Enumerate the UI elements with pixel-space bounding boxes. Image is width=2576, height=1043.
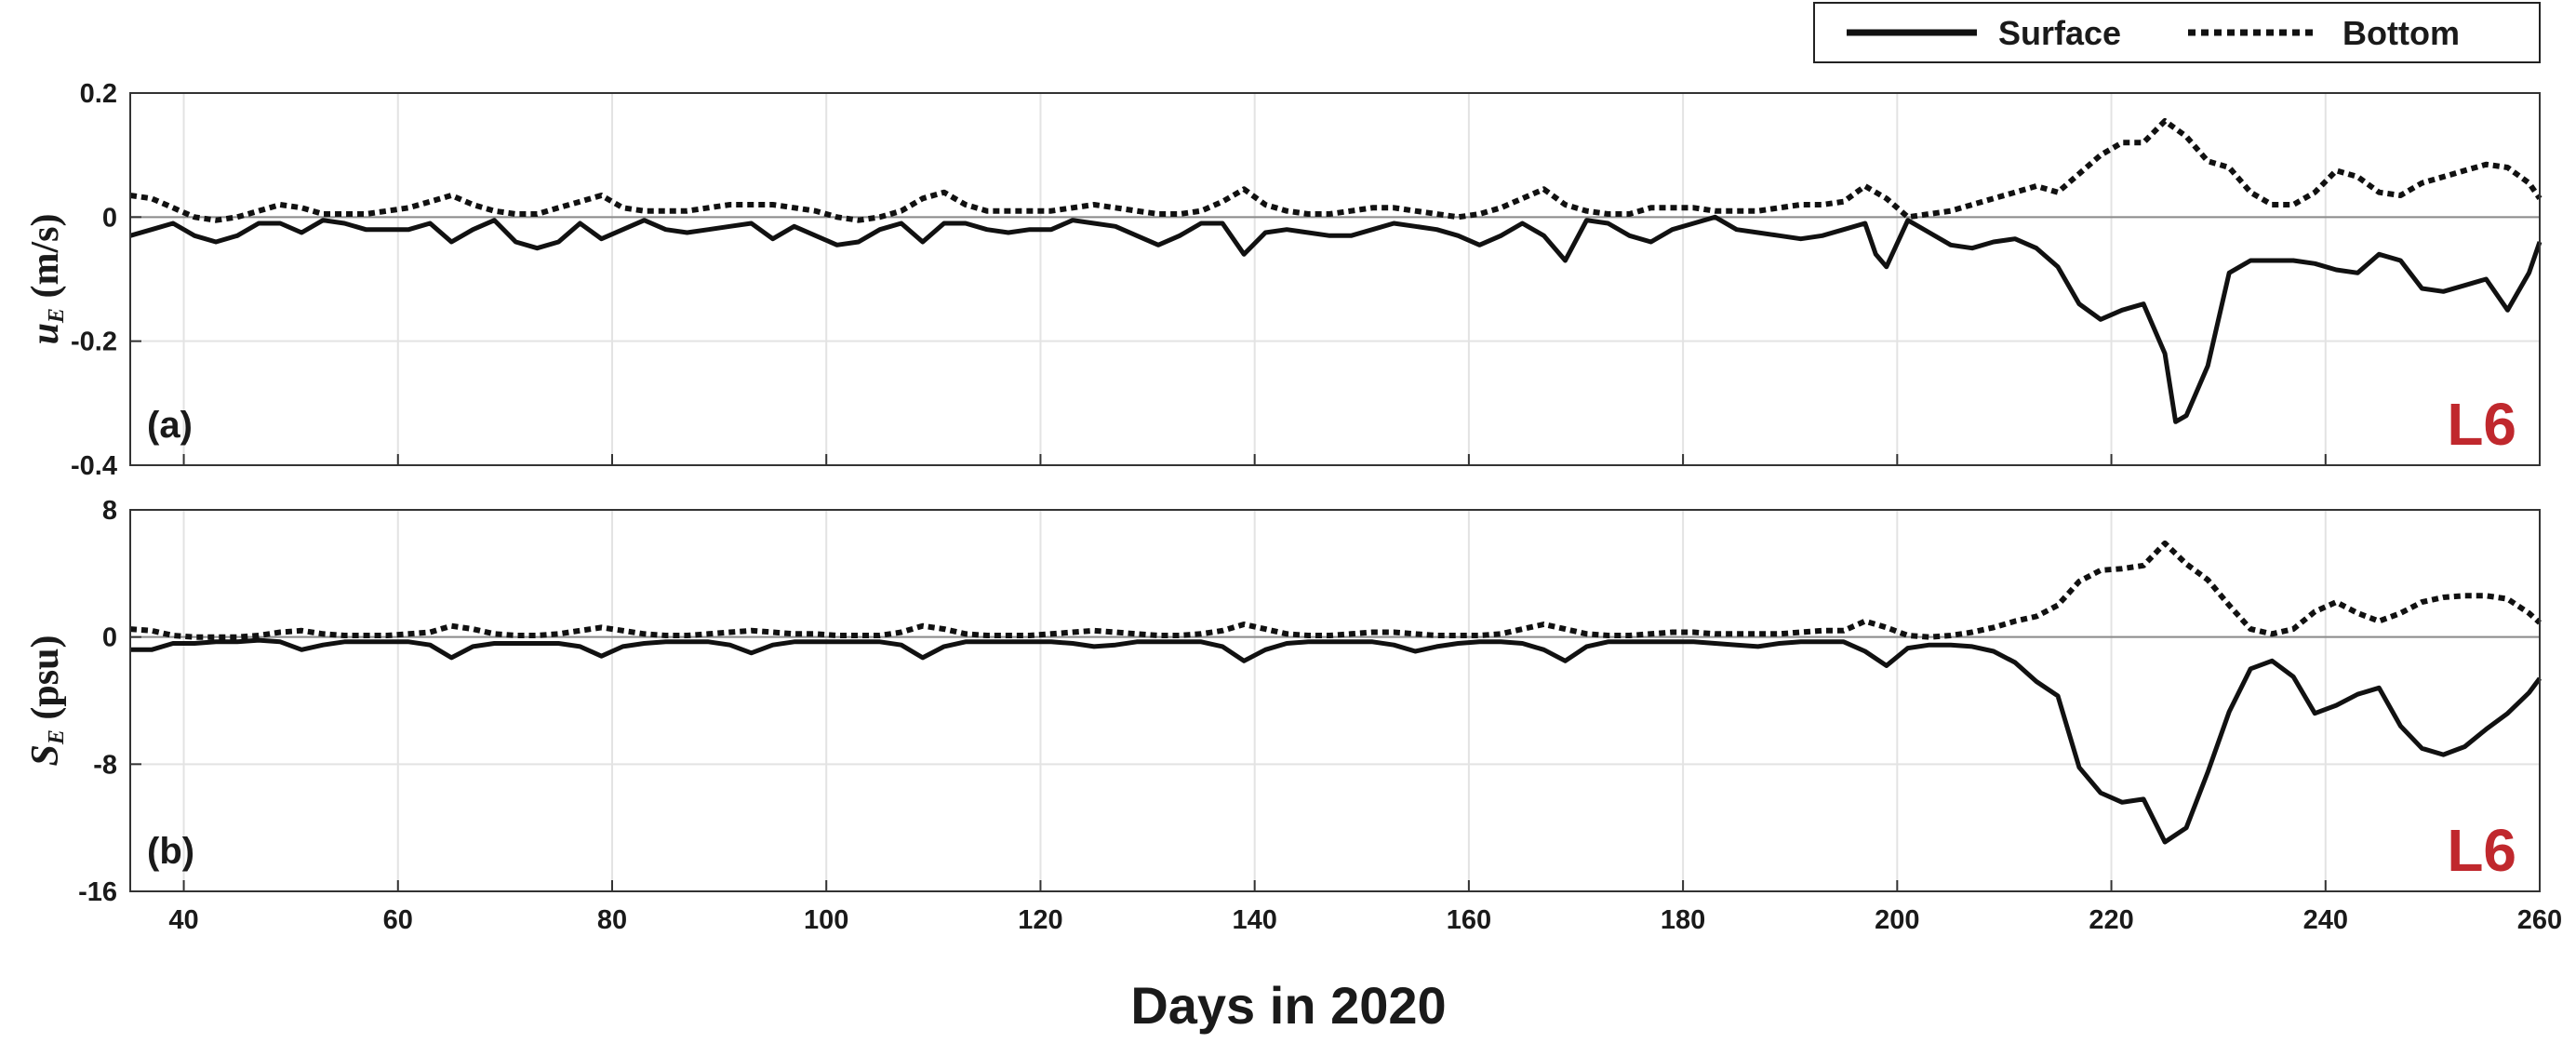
panel-b-xtick-label: 40 <box>168 905 198 935</box>
panel-b-xtick-label: 260 <box>2517 905 2562 935</box>
panel-b-station-label: L6 <box>2447 817 2516 884</box>
panel-a-station-label: L6 <box>2447 391 2516 458</box>
panel-b-xtick-label: 60 <box>383 905 413 935</box>
panel-b-frame <box>129 509 2541 892</box>
panel-a-ylabel: uE (m/s) <box>24 214 69 345</box>
panel-b-ylabel-unit: (psu) <box>24 635 67 730</box>
panel-b-ytick-label: 0 <box>102 623 117 653</box>
panel-a-ylabel-unit: (m/s) <box>24 214 67 308</box>
panel-a-ytick-labels: -0.4 -0.2 0 0.2 <box>71 79 141 481</box>
panel-a-ytick-label: -0.4 <box>71 451 117 481</box>
legend-surface-label: Surface <box>1998 14 2121 52</box>
panel-b-xtick-label: 200 <box>1875 905 1919 935</box>
panel-b-xtick-label: 220 <box>2089 905 2133 935</box>
panel-b-xtick-labels: 40 60 80 100 120 140 160 180 200 220 240 260 <box>168 880 2562 935</box>
panel-a-surface-line <box>129 214 2543 424</box>
panel-a-bottom-line <box>129 118 2543 223</box>
panel-b-ylabel-var: S <box>24 744 67 766</box>
panel-a-background <box>130 93 2540 465</box>
panel-a-xtick-labels <box>182 454 2541 465</box>
panel-b-xtick-label: 240 <box>2303 905 2348 935</box>
panel-b-ytick-label: -16 <box>78 877 117 907</box>
panel-a-ytick-label: -0.2 <box>71 328 117 357</box>
panel-b-xtick-label: 100 <box>804 905 848 935</box>
panel-a-frame <box>129 92 2541 466</box>
panel-b-ytick-label: -8 <box>93 750 117 780</box>
panel-b-ylabel: SE (psu) <box>24 635 69 767</box>
panel-b-ylabel-sub: E <box>45 729 69 745</box>
panel-b-surface-line <box>130 637 2543 845</box>
panel-a-ytick-label: 0 <box>102 203 117 233</box>
panel-b-background <box>130 510 2540 891</box>
panel-b-xtick-label: 140 <box>1232 905 1276 935</box>
panel-a: -0.4 -0.2 0 0.2 uE (m/s) (a) L6 <box>24 79 2543 481</box>
x-axis-label: Days in 2020 <box>1130 976 1446 1035</box>
panel-b-ytick-labels: -16 -8 0 8 <box>78 496 141 907</box>
panel-b-xtick-label: 80 <box>597 905 627 935</box>
panel-a-ytick-label: 0.2 <box>80 79 117 109</box>
panel-b-bottom-line <box>129 540 2543 640</box>
panel-b-ytick-label: 8 <box>102 496 117 526</box>
panel-b-xtick-label: 180 <box>1661 905 1705 935</box>
panel-b-xtick-label: 160 <box>1447 905 1491 935</box>
panel-b-series <box>129 540 2543 845</box>
panel-a-series <box>129 118 2543 424</box>
legend-bottom-label: Bottom <box>2342 14 2460 52</box>
panel-b-xtick-label: 120 <box>1018 905 1062 935</box>
panel-a-ylabel-var: u <box>24 323 67 344</box>
panel-a-ylabel-sub: E <box>45 308 69 324</box>
panel-b: -16 -8 0 8 40 60 80 100 120 140 160 180 200 220 240 26… <box>24 496 2562 935</box>
panel-b-label: (b) <box>147 831 194 872</box>
panel-a-label: (a) <box>147 405 193 446</box>
legend: Surface Bottom <box>1813 2 2541 63</box>
